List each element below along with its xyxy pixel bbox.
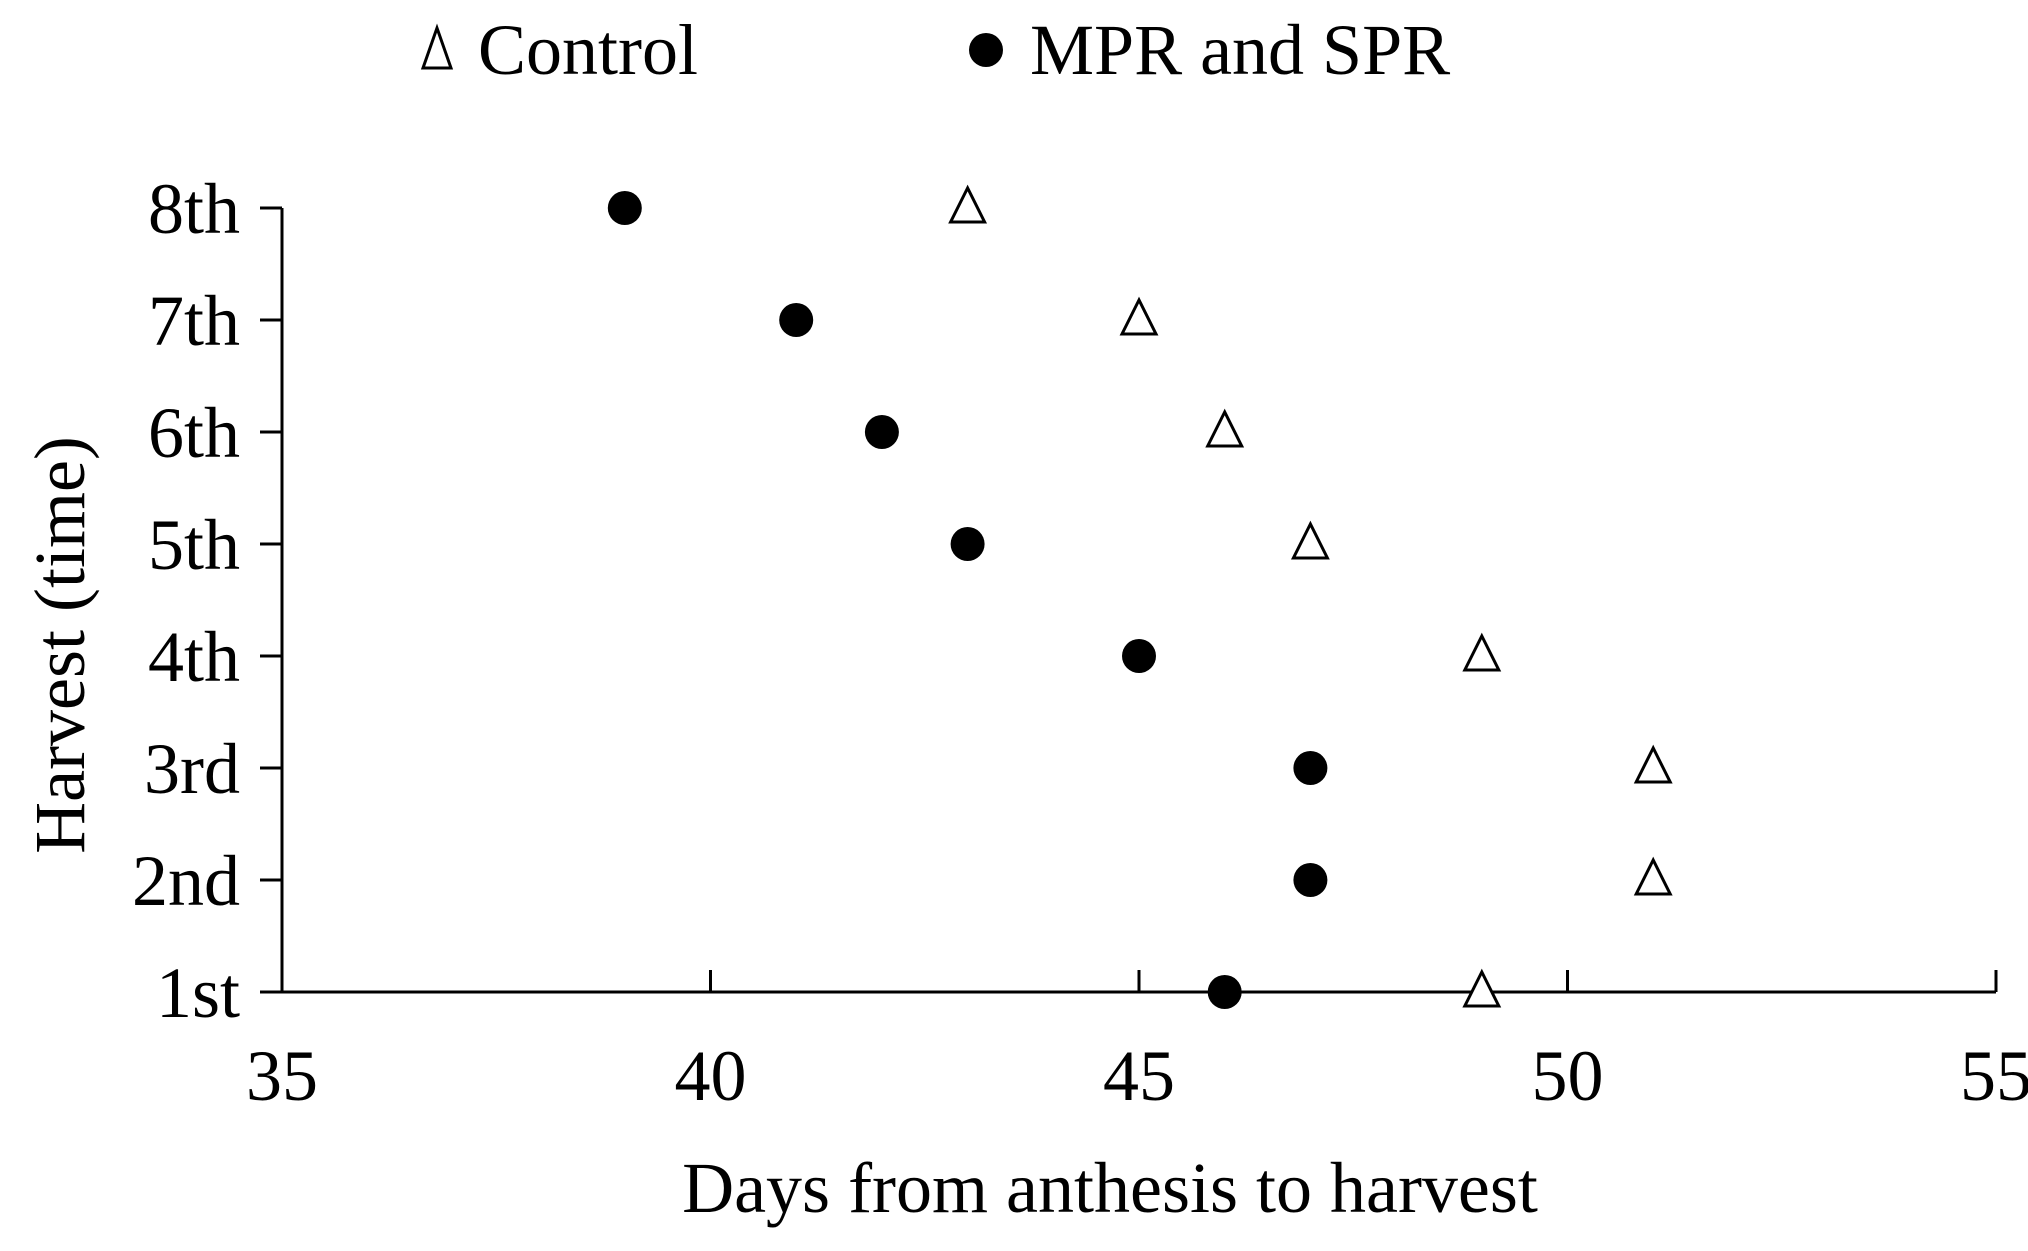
legend-item-control: Control (420, 10, 698, 90)
legend: Control MPR and SPR (420, 10, 1450, 90)
y-ticks: 1st 2nd 3rd 4th 5th 6th 7th 8th (132, 169, 282, 1033)
point-mpr-and-spr-5th (950, 527, 985, 561)
y-tick-label-4th: 4th (148, 617, 240, 697)
point-mpr-and-spr-1st (1207, 975, 1242, 1009)
legend-label-mpr-and-spr: MPR and SPR (1030, 10, 1450, 90)
y-tick-label-5th: 5th (148, 505, 240, 585)
point-mpr-and-spr-2nd (1293, 863, 1328, 897)
point-control-7th (1119, 296, 1159, 336)
point-mpr-and-spr-3rd (1293, 751, 1328, 785)
x-tick-label-45: 45 (1103, 1036, 1175, 1116)
point-control-5th (1290, 520, 1330, 560)
y-tick-label-2nd: 2nd (132, 841, 240, 921)
y-tick-label-1st: 1st (156, 953, 240, 1033)
point-control-2nd (1633, 856, 1673, 896)
legend-marker-control (420, 23, 454, 70)
y-axis-title: Harvest (time) (20, 436, 100, 854)
legend-marker-mpr-and-spr (969, 33, 1003, 67)
axes: 35 40 45 50 55 1st 2nd 3rd 4th 5th 6th 7th 8th (132, 169, 2028, 1116)
point-mpr-and-spr-8th (607, 191, 642, 225)
point-control-1st (1462, 968, 1502, 1008)
point-control-3rd (1633, 744, 1673, 784)
x-tick-label-40: 40 (675, 1036, 747, 1116)
legend-item-mpr-and-spr: MPR and SPR (969, 10, 1450, 90)
y-tick-label-8th: 8th (148, 169, 240, 249)
y-tick-label-3rd: 3rd (144, 729, 240, 809)
point-mpr-and-spr-6th (864, 415, 899, 449)
point-control-4th (1462, 632, 1502, 672)
x-tick-label-50: 50 (1532, 1036, 1604, 1116)
x-ticks: 35 40 45 50 55 (246, 970, 2028, 1116)
point-mpr-and-spr-7th (779, 303, 814, 337)
y-tick-label-7th: 7th (148, 281, 240, 361)
x-tick-label-55: 55 (1960, 1036, 2028, 1116)
y-tick-label-6th: 6th (148, 393, 240, 473)
x-tick-label-35: 35 (246, 1036, 318, 1116)
x-axis-title: Days from anthesis to harvest (682, 1148, 1538, 1228)
point-mpr-and-spr-4th (1122, 639, 1156, 673)
point-control-6th (1205, 408, 1245, 448)
data-points (607, 184, 1673, 1009)
point-control-8th (948, 184, 988, 224)
legend-label-control: Control (478, 10, 698, 90)
